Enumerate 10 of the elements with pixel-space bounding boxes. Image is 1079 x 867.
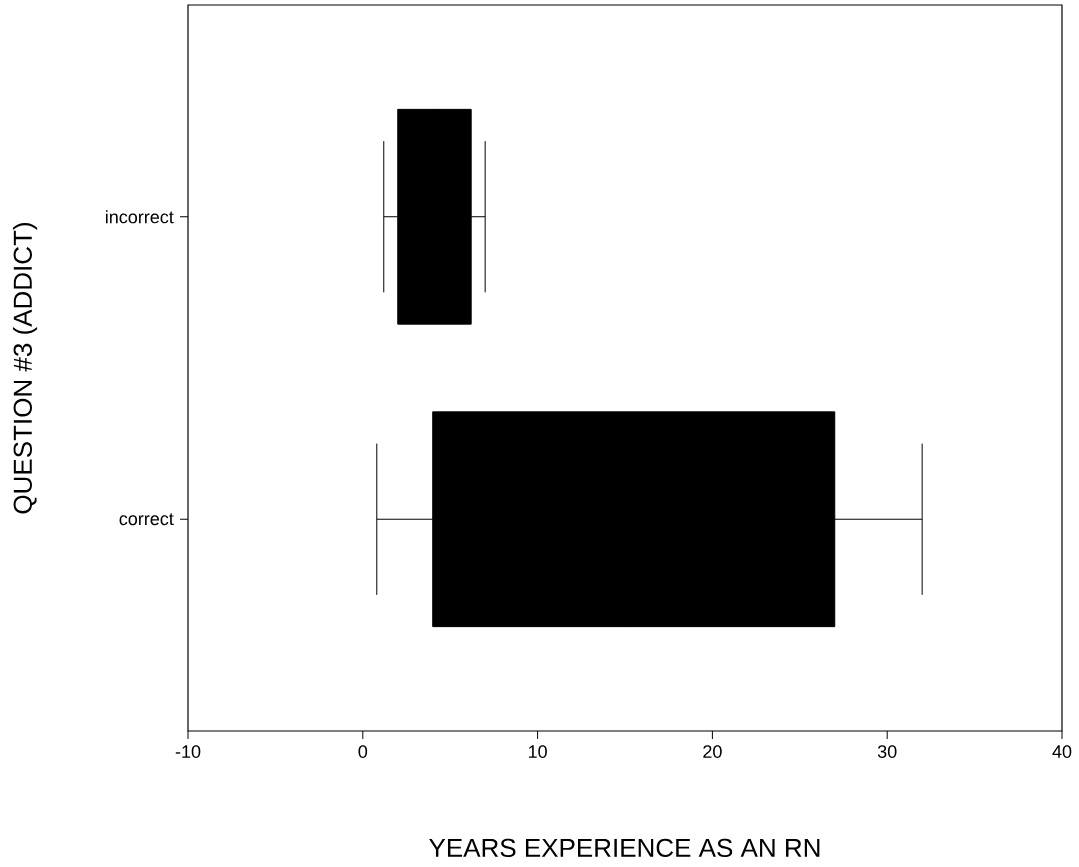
x-tick-label: -10	[175, 745, 201, 758]
x-tick-label: 30	[877, 745, 897, 758]
y-tick-label: incorrect	[105, 210, 174, 224]
x-axis-title: YEARS EXPERIENCE AS AN RN	[429, 838, 820, 858]
y-axis-title: QUESTION #3 (ADDICT)	[12, 223, 38, 514]
x-tick-label: 0	[358, 745, 368, 758]
x-tick-label: 10	[528, 745, 547, 758]
x-tick-label: 40	[1052, 745, 1072, 758]
x-tick-label: 20	[703, 745, 722, 758]
y-tick-label: correct	[119, 513, 174, 526]
